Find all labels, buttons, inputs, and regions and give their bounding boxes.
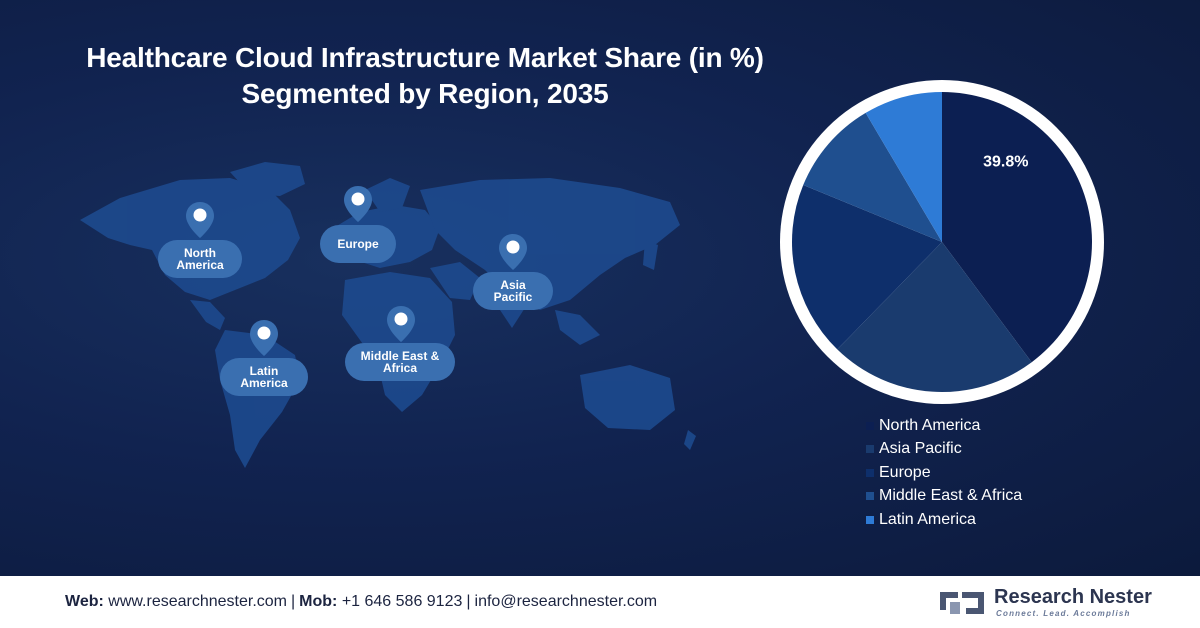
legend-label: North America <box>879 416 981 434</box>
region-label-text: North America <box>176 246 224 272</box>
region-label-middle-east-africa: Middle East & Africa <box>345 343 455 381</box>
legend-swatch <box>866 492 874 501</box>
legend-label: Asia Pacific <box>879 440 962 458</box>
map-southeast-asia <box>555 310 600 345</box>
logo-tagline: Connect. Lead. Accomplish <box>996 609 1131 618</box>
legend-item: Europe <box>866 461 1022 485</box>
pie-slice-middle-east-africa <box>803 112 942 242</box>
contact-line: Web: www.researchnester.com | Mob: +1 646 … <box>65 593 657 611</box>
region-label-europe: Europe <box>320 225 396 263</box>
phone-number[interactable]: +1 646 586 9123 <box>341 593 463 610</box>
region-label-text: Middle East & Africa <box>360 349 440 375</box>
footer: Web: www.researchnester.com | Mob: +1 646 … <box>0 576 1200 628</box>
chart-legend: North America Asia Pacific Europe Middle Ea… <box>866 414 1022 532</box>
legend-item: North America <box>866 414 1022 438</box>
separator: | <box>291 593 296 610</box>
legend-label: Europe <box>879 463 931 481</box>
legend-label: Middle East & Africa <box>879 487 1023 505</box>
legend-item: Middle East & Africa <box>866 485 1022 509</box>
region-label-north-america: North America <box>158 240 242 278</box>
map-australia <box>580 365 675 430</box>
map-central-america <box>190 300 225 330</box>
chart-title: Healthcare Cloud Infrastructure Market S… <box>0 40 850 112</box>
pie-data-label: 39.8% <box>983 153 1028 170</box>
pie-slice-asia-pacific <box>837 242 1032 393</box>
legend-swatch <box>866 445 874 454</box>
map-asia <box>420 178 680 310</box>
region-label-text: Asia Pacific <box>493 278 533 304</box>
logo-mark-icon <box>940 592 984 614</box>
world-map <box>80 162 696 468</box>
map-north-america <box>80 178 300 300</box>
map-new-zealand <box>684 430 696 450</box>
pie-slice-latin-america <box>865 92 942 242</box>
pie-slice-europe <box>792 185 942 350</box>
main-panel: Healthcare Cloud Infrastructure Market S… <box>0 0 1200 576</box>
legend-label: Latin America <box>879 510 976 528</box>
region-label-text: Europe <box>337 237 379 251</box>
location-pin-icon <box>387 306 415 342</box>
legend-item: Latin America <box>866 508 1022 532</box>
location-pin-icon <box>499 234 527 270</box>
legend-swatch <box>866 421 874 430</box>
legend-swatch <box>866 468 874 477</box>
legend-item: Asia Pacific <box>866 438 1022 462</box>
title-line-2: Segmented by Region, 2035 <box>241 78 609 109</box>
mob-label: Mob: <box>299 593 338 610</box>
location-pin-icon <box>344 186 372 222</box>
web-url[interactable]: www.researchnester.com <box>108 593 287 610</box>
region-label-latin-america: Latin America <box>220 358 308 396</box>
web-label: Web: <box>65 593 104 610</box>
legend-swatch <box>866 515 874 524</box>
pie-slice-north-america <box>942 92 1092 363</box>
title-line-1: Healthcare Cloud Infrastructure Market S… <box>86 42 764 73</box>
pie-chart: 39.8% <box>780 80 1104 404</box>
separator: | <box>466 593 471 610</box>
research-nester-logo: Research Nester Connect. Lead. Accomplis… <box>936 584 1166 620</box>
map-middle-east <box>430 262 480 300</box>
map-scandinavia <box>365 178 410 212</box>
region-label-text: Latin America <box>240 364 288 390</box>
location-pin-icon <box>250 320 278 356</box>
map-greenland <box>230 162 305 196</box>
email-address[interactable]: info@researchnester.com <box>474 593 658 610</box>
region-label-asia-pacific: Asia Pacific <box>473 272 553 310</box>
logo-name: Research Nester <box>994 586 1152 608</box>
location-pin-icon <box>186 202 214 238</box>
map-japan <box>643 240 658 270</box>
